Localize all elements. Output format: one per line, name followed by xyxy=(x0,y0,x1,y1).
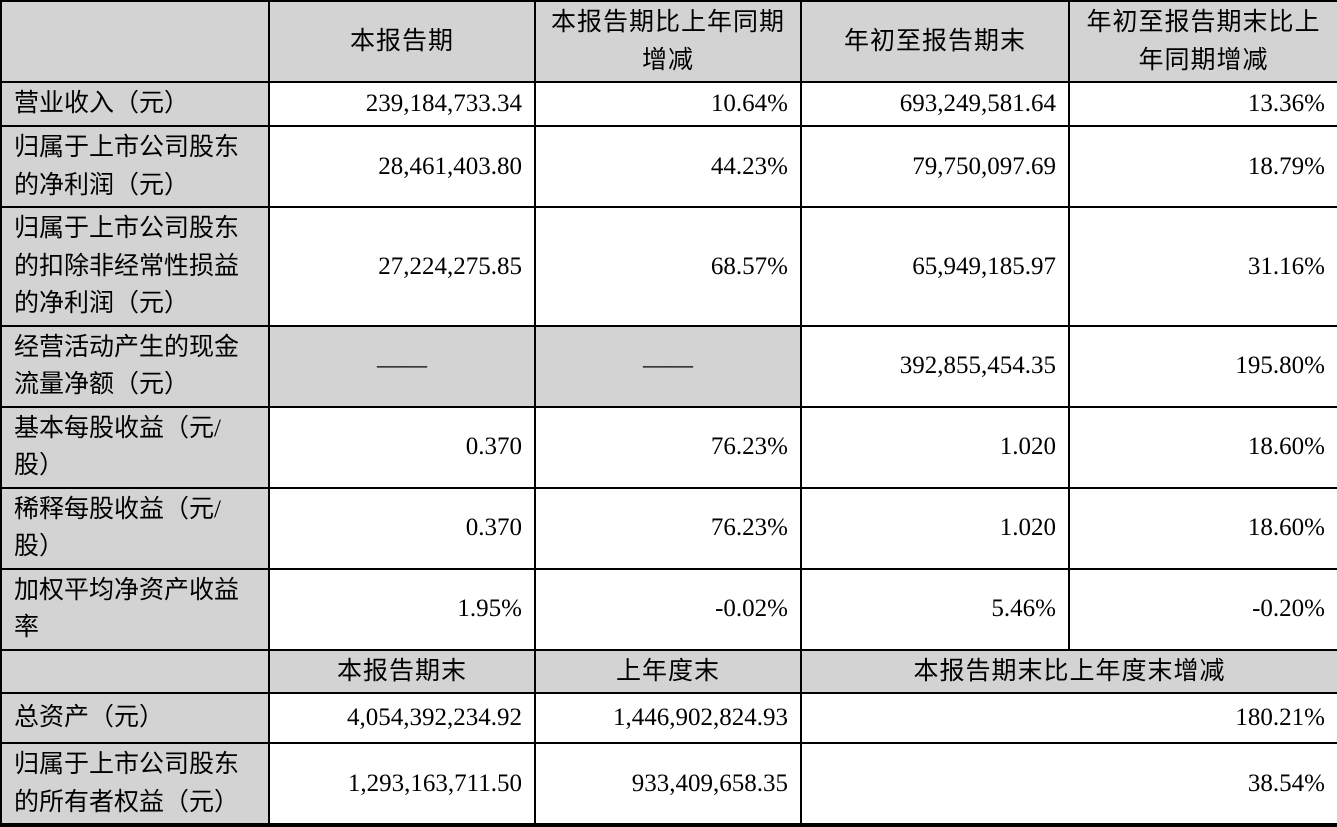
cell-ytd: 693,249,581.64 xyxy=(800,81,1070,127)
header-period-yoy-change: 本报告期比上年同期增减 xyxy=(534,0,802,83)
row-label: 加权平均净资产收益率 xyxy=(0,567,270,651)
cell-current-period-na: —— xyxy=(268,324,536,408)
table-row-net-profit: 归属于上市公司股东的净利润（元） 28,461,403.80 44.23% 79… xyxy=(0,125,1337,208)
cell-change: 180.21% xyxy=(800,692,1337,744)
header2-corner-cell xyxy=(0,648,270,694)
cell-period-yoy: -0.02% xyxy=(534,567,802,651)
table-row-revenue: 营业收入（元） 239,184,733.34 10.64% 693,249,58… xyxy=(0,81,1337,127)
header-ytd-yoy-change: 年初至报告期末比上年同期增减 xyxy=(1068,0,1337,83)
row-label: 归属于上市公司股东的净利润（元） xyxy=(0,125,270,208)
header-ytd: 年初至报告期末 xyxy=(800,0,1070,83)
table-row-total-assets: 总资产（元） 4,054,392,234.92 1,446,902,824.93… xyxy=(0,692,1337,744)
cell-current-period: 1.95% xyxy=(268,567,536,651)
cell-period-yoy: 10.64% xyxy=(534,81,802,127)
cell-ytd: 79,750,097.69 xyxy=(800,125,1070,208)
table-row-operating-cash-flow: 经营活动产生的现金流量净额（元） —— —— 392,855,454.35 19… xyxy=(0,324,1337,408)
cell-ytd-yoy: 13.36% xyxy=(1068,81,1337,127)
cell-period-end: 4,054,392,234.92 xyxy=(268,692,536,744)
header-prior-year-end: 上年度末 xyxy=(534,648,802,694)
cell-period-yoy: 68.57% xyxy=(534,206,802,327)
cell-ytd-yoy: -0.20% xyxy=(1068,567,1337,651)
cell-change: 38.54% xyxy=(800,742,1337,827)
cell-current-period: 0.370 xyxy=(268,405,536,489)
header-current-period: 本报告期 xyxy=(268,0,536,83)
row-label: 稀释每股收益（元/股） xyxy=(0,486,270,570)
cell-ytd: 1.020 xyxy=(800,405,1070,489)
row-label: 经营活动产生的现金流量净额（元） xyxy=(0,324,270,408)
row-label: 总资产（元） xyxy=(0,692,270,744)
table-row-diluted-eps: 稀释每股收益（元/股） 0.370 76.23% 1.020 18.60% xyxy=(0,486,1337,570)
cell-ytd-yoy: 18.79% xyxy=(1068,125,1337,208)
header-row-period: 本报告期 本报告期比上年同期增减 年初至报告期末 年初至报告期末比上年同期增减 xyxy=(0,0,1337,83)
header-corner-cell xyxy=(0,0,270,83)
cell-period-yoy: 44.23% xyxy=(534,125,802,208)
cell-period-end: 1,293,163,711.50 xyxy=(268,742,536,827)
table-row-weighted-avg-roe: 加权平均净资产收益率 1.95% -0.02% 5.46% -0.20% xyxy=(0,567,1337,651)
cell-period-yoy: 76.23% xyxy=(534,405,802,489)
table-row-basic-eps: 基本每股收益（元/股） 0.370 76.23% 1.020 18.60% xyxy=(0,405,1337,489)
cell-period-yoy: 76.23% xyxy=(534,486,802,570)
cell-ytd: 1.020 xyxy=(800,486,1070,570)
cell-ytd-yoy: 18.60% xyxy=(1068,405,1337,489)
row-label: 营业收入（元） xyxy=(0,81,270,127)
cell-current-period: 27,224,275.85 xyxy=(268,206,536,327)
header-period-end-change: 本报告期末比上年度末增减 xyxy=(800,648,1337,694)
cell-ytd: 392,855,454.35 xyxy=(800,324,1070,408)
table-row-shareholders-equity: 归属于上市公司股东的所有者权益（元） 1,293,163,711.50 933,… xyxy=(0,742,1337,827)
cell-ytd-yoy: 195.80% xyxy=(1068,324,1337,408)
cell-prior-year-end: 1,446,902,824.93 xyxy=(534,692,802,744)
row-label: 基本每股收益（元/股） xyxy=(0,405,270,489)
cell-current-period: 239,184,733.34 xyxy=(268,81,536,127)
cell-current-period: 0.370 xyxy=(268,486,536,570)
table-row-net-profit-excl-nonrecurring: 归属于上市公司股东的扣除非经常性损益的净利润（元） 27,224,275.85 … xyxy=(0,206,1337,327)
cell-ytd-yoy: 18.60% xyxy=(1068,486,1337,570)
row-label: 归属于上市公司股东的所有者权益（元） xyxy=(0,742,270,827)
cell-prior-year-end: 933,409,658.35 xyxy=(534,742,802,827)
header-period-end: 本报告期末 xyxy=(268,648,536,694)
cell-ytd-yoy: 31.16% xyxy=(1068,206,1337,327)
cell-ytd: 65,949,185.97 xyxy=(800,206,1070,327)
cell-period-yoy-na: —— xyxy=(534,324,802,408)
cell-ytd: 5.46% xyxy=(800,567,1070,651)
header-row-period-end: 本报告期末 上年度末 本报告期末比上年度末增减 xyxy=(0,648,1337,694)
cell-current-period: 28,461,403.80 xyxy=(268,125,536,208)
row-label: 归属于上市公司股东的扣除非经常性损益的净利润（元） xyxy=(0,206,270,327)
